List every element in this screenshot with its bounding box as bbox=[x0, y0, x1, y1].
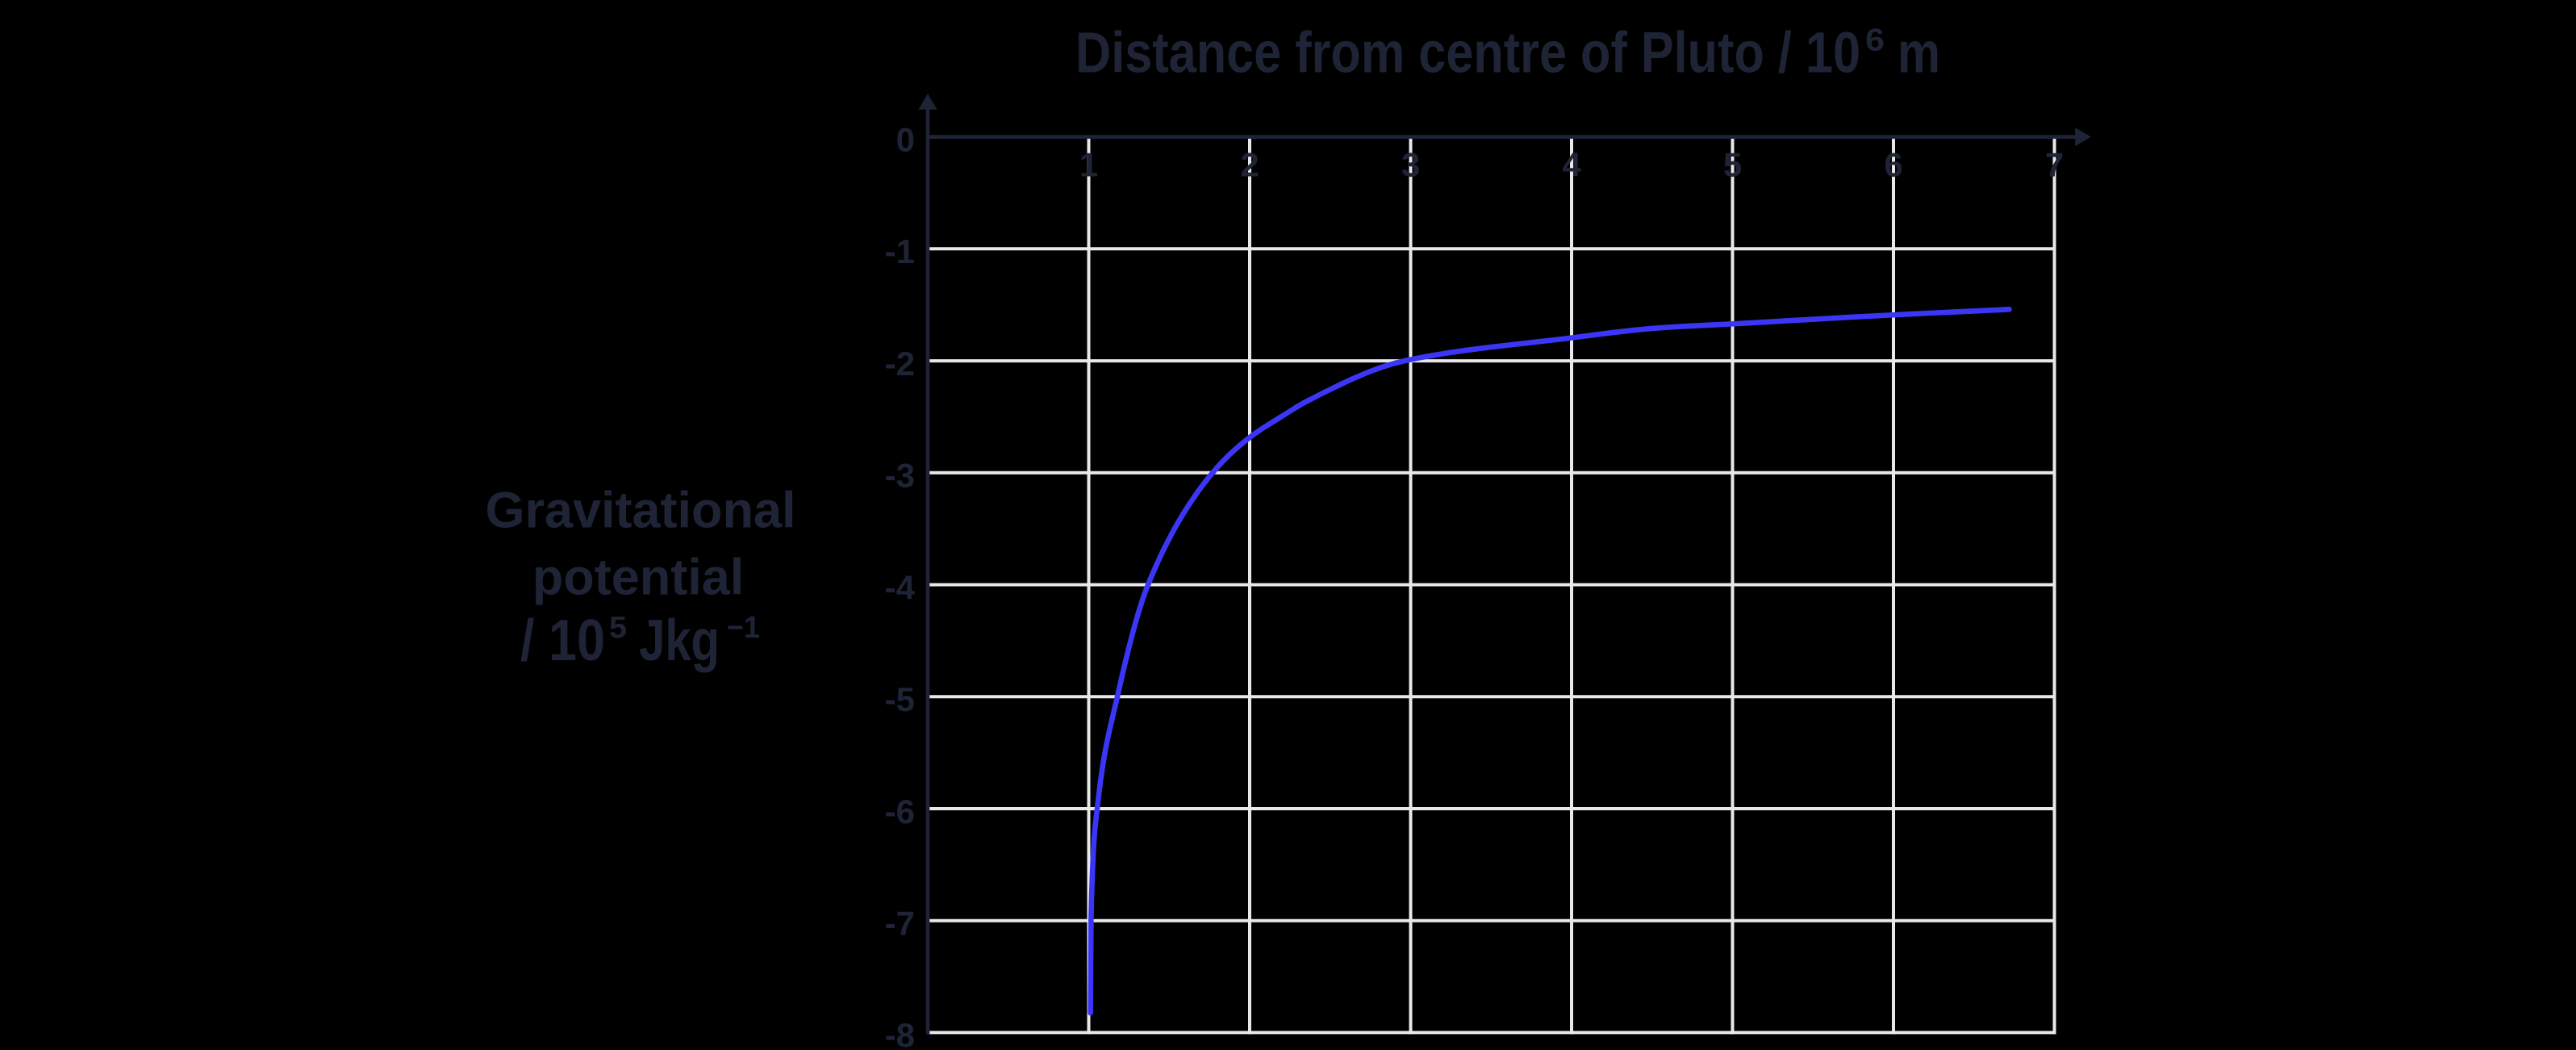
svg-text:3: 3 bbox=[1401, 146, 1420, 184]
svg-text:-4: -4 bbox=[885, 568, 916, 606]
svg-text:1: 1 bbox=[1079, 146, 1098, 184]
svg-text:m: m bbox=[1898, 22, 1940, 86]
svg-text:Jkg: Jkg bbox=[639, 609, 720, 673]
svg-text:2: 2 bbox=[1240, 146, 1259, 184]
svg-text:Gravitational: Gravitational bbox=[485, 483, 795, 539]
svg-text:-2: -2 bbox=[885, 345, 915, 383]
svg-text:-7: -7 bbox=[885, 905, 915, 943]
svg-text:4: 4 bbox=[1562, 146, 1581, 184]
svg-text:7: 7 bbox=[2045, 146, 2064, 184]
svg-text:−1: −1 bbox=[727, 611, 760, 645]
svg-text:-6: -6 bbox=[885, 793, 915, 830]
svg-text:-3: -3 bbox=[885, 457, 915, 495]
svg-text:/ 10: / 10 bbox=[520, 609, 605, 673]
svg-text:Distance from centre of Pluto: Distance from centre of Pluto / 10 bbox=[1075, 22, 1860, 86]
svg-text:5: 5 bbox=[609, 611, 627, 645]
svg-text:6: 6 bbox=[1865, 23, 1885, 57]
svg-text:potential: potential bbox=[532, 550, 745, 606]
svg-text:-8: -8 bbox=[885, 1016, 915, 1050]
svg-text:-5: -5 bbox=[885, 680, 915, 718]
svg-text:5: 5 bbox=[1723, 146, 1742, 184]
svg-text:6: 6 bbox=[1884, 146, 1902, 184]
svg-text:0: 0 bbox=[896, 120, 915, 158]
svg-text:-1: -1 bbox=[885, 232, 915, 270]
